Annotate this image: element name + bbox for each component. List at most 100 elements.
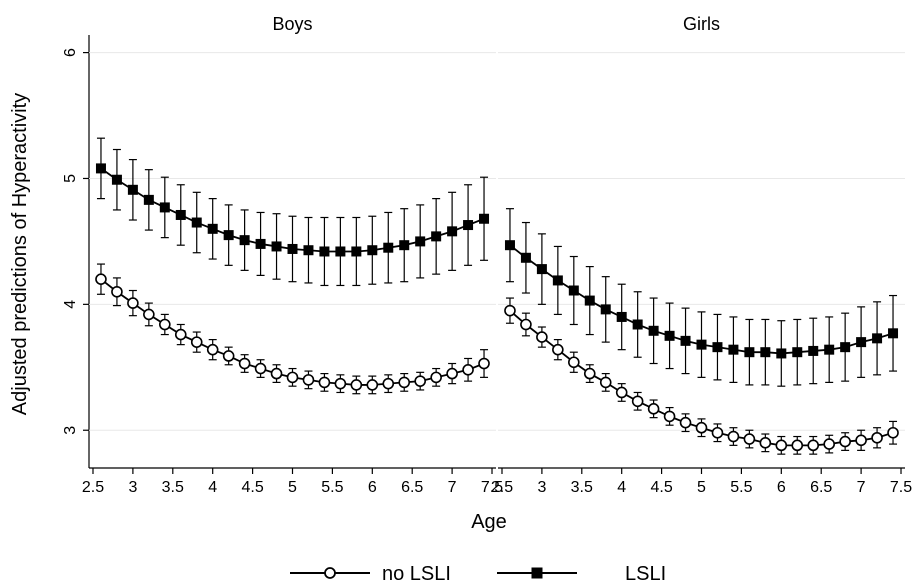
x-tick-label-4-5: 4.5 — [241, 479, 263, 496]
data-point — [174, 328, 187, 341]
data-point — [95, 273, 107, 285]
data-point — [399, 240, 410, 251]
data-point — [190, 336, 203, 348]
data-point — [207, 223, 218, 234]
data-point — [111, 174, 122, 185]
x-tick-label-4: 4 — [208, 479, 217, 496]
data-point — [430, 371, 442, 384]
data-point — [888, 328, 899, 339]
data-point — [143, 308, 155, 321]
data-point — [808, 345, 819, 356]
y-tick-label-4: 4 — [62, 300, 79, 309]
series-lsli — [504, 208, 899, 387]
data-point — [680, 335, 691, 346]
x-axis-title: Age — [471, 511, 507, 533]
data-point — [478, 357, 490, 370]
data-point — [367, 245, 378, 256]
data-point — [270, 367, 283, 380]
data-point — [568, 285, 579, 296]
panel-title-girls: Girls — [683, 14, 720, 34]
data-point — [536, 264, 547, 275]
legend-label-no-lsli: no LSLI — [382, 563, 451, 584]
x-tick-label-6-5: 6.5 — [401, 479, 423, 496]
panel-title-boys: Boys — [272, 14, 312, 34]
data-point — [350, 379, 363, 391]
x-tick-label-2-5: 2.5 — [491, 479, 513, 496]
x-tick-label-2-5: 2.5 — [82, 479, 104, 496]
data-point — [302, 374, 315, 386]
data-point — [712, 342, 723, 353]
x-tick-label-3-5: 3.5 — [162, 479, 184, 496]
data-point — [744, 347, 755, 358]
data-point — [191, 217, 202, 228]
data-point — [840, 342, 851, 353]
data-point — [111, 285, 123, 298]
data-point — [520, 252, 531, 263]
data-point — [127, 184, 138, 195]
data-point — [255, 238, 266, 249]
data-point — [504, 240, 515, 251]
data-point — [334, 377, 347, 390]
data-point — [95, 163, 106, 174]
data-point — [839, 435, 851, 448]
data-point — [536, 331, 548, 343]
data-point — [775, 439, 788, 452]
x-tick-label-7: 7 — [448, 479, 457, 496]
data-point — [462, 364, 474, 376]
data-point — [792, 347, 803, 358]
data-point — [616, 311, 627, 322]
data-point — [871, 431, 883, 444]
data-point — [383, 242, 394, 253]
x-tick-label-3-5: 3.5 — [571, 479, 593, 496]
x-tick-label-4-5: 4.5 — [650, 479, 672, 496]
data-point — [759, 437, 772, 449]
data-point — [599, 376, 612, 389]
data-point — [743, 433, 756, 445]
x-tick-label-4: 4 — [617, 479, 626, 496]
data-point — [584, 295, 595, 306]
data-point — [520, 318, 532, 331]
data-point — [446, 367, 458, 380]
data-point — [223, 230, 234, 241]
data-point — [856, 337, 867, 348]
data-point — [679, 416, 692, 429]
x-tick-label-5: 5 — [697, 479, 706, 496]
data-point — [776, 348, 787, 359]
data-point — [824, 344, 835, 355]
data-point — [696, 339, 707, 350]
data-point — [728, 344, 739, 355]
data-point — [552, 343, 564, 356]
data-point — [600, 304, 611, 315]
data-point — [583, 367, 596, 380]
x-tick-label-7-5: 7.5 — [481, 479, 503, 496]
data-point — [855, 434, 867, 447]
data-point — [791, 439, 804, 452]
data-point — [127, 297, 139, 309]
data-point — [711, 426, 724, 439]
x-tick-label-6: 6 — [368, 479, 377, 496]
data-point — [319, 246, 330, 257]
data-point — [159, 202, 170, 213]
data-point — [206, 343, 219, 356]
panel-girls: 2.5 3 3.5 4 4.5 5 5.5 6 6.5 7 7.5 — [491, 52, 912, 496]
data-point — [303, 245, 314, 256]
data-point — [143, 194, 154, 205]
data-point — [887, 426, 899, 439]
data-point — [479, 213, 490, 224]
x-tick-label-5: 5 — [288, 479, 297, 496]
y-tick-label-3: 3 — [62, 426, 79, 435]
data-point — [415, 236, 426, 247]
data-point — [632, 319, 643, 330]
series-lsli — [95, 137, 490, 287]
data-point — [648, 325, 659, 336]
data-point — [463, 220, 474, 231]
data-point — [351, 246, 362, 257]
data-point — [366, 379, 379, 391]
data-point — [286, 371, 299, 384]
x-tick-label-5-5: 5.5 — [730, 479, 752, 496]
data-point — [664, 330, 675, 341]
legend: no LSLI LSLI — [290, 563, 666, 584]
data-point — [663, 410, 676, 423]
